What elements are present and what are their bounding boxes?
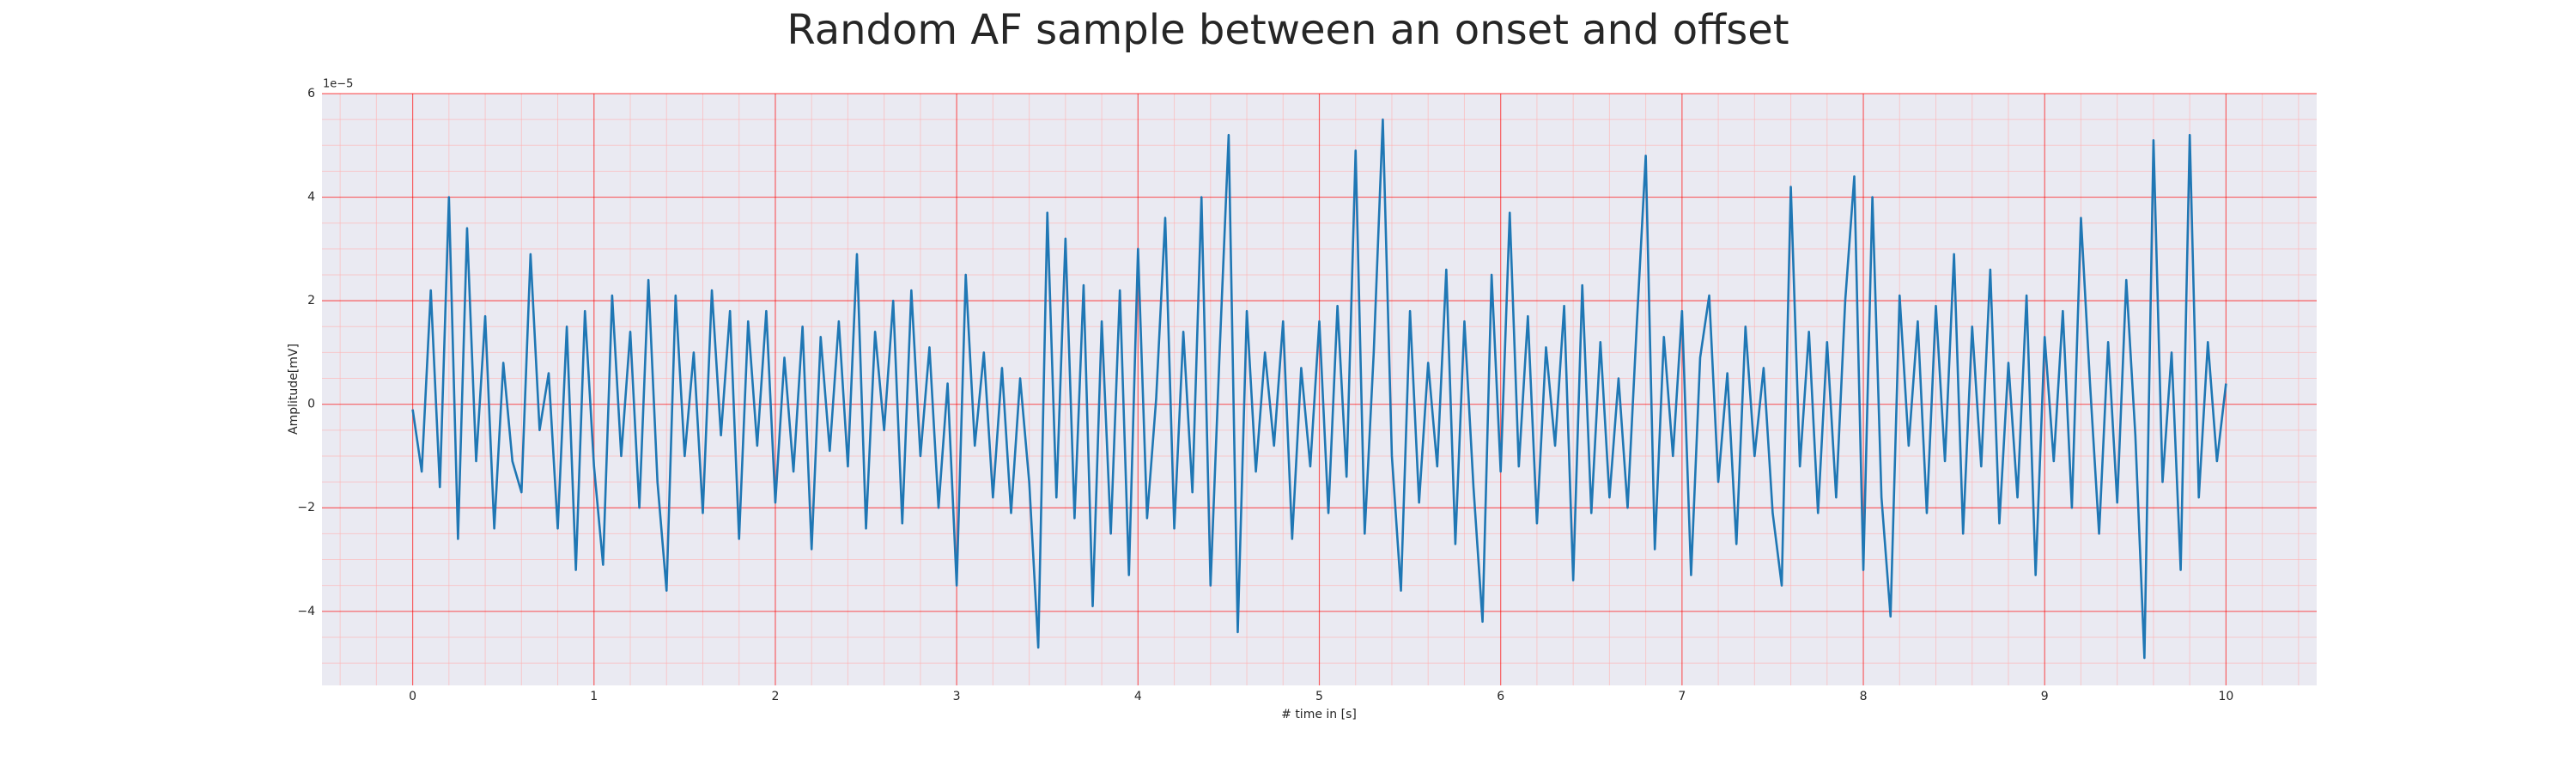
y-tick-label: 4 — [307, 191, 315, 204]
y-tick-label: −2 — [297, 501, 315, 514]
x-tick-label: 6 — [1497, 690, 1504, 703]
y-tick-label: 6 — [307, 87, 315, 100]
data-layer — [411, 118, 2227, 660]
x-tick-label: 3 — [953, 690, 961, 703]
x-axis-label: # time in [s] — [1281, 708, 1357, 721]
x-tick-label: 0 — [409, 690, 416, 703]
chart-title: Random AF sample between an onset and of… — [787, 6, 1789, 54]
x-tick-label: 4 — [1134, 690, 1142, 703]
x-tick-label: 2 — [771, 690, 779, 703]
x-tick-label: 10 — [2218, 690, 2233, 703]
y-axis-label: Amplitude[mV] — [287, 344, 301, 435]
y-tick-label: 0 — [307, 398, 315, 411]
x-tick-label: 1 — [590, 690, 598, 703]
x-tick-label: 8 — [1860, 690, 1868, 703]
ticks: 0 1 2 3 4 5 6 7 8 9 10 −4 −2 0 2 4 6 — [297, 87, 2233, 703]
y-tick-label: −4 — [297, 605, 315, 618]
signal-line — [411, 118, 2227, 660]
y-tick-label: 2 — [307, 294, 315, 307]
x-tick-label: 7 — [1678, 690, 1686, 703]
x-tick-label: 9 — [2041, 690, 2049, 703]
x-tick-label: 5 — [1315, 690, 1323, 703]
y-offset-label: 1e−5 — [323, 78, 353, 91]
